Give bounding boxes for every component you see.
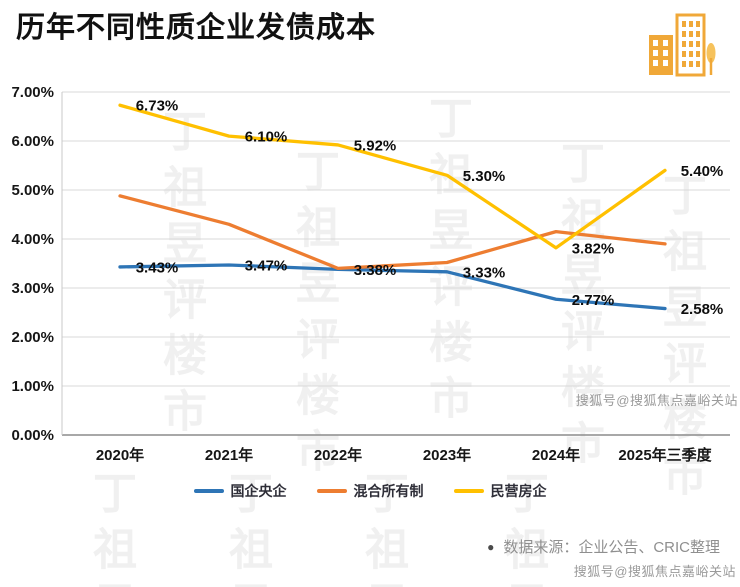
data-label: 3.43%: [136, 259, 179, 276]
legend-label: 国企央企: [230, 483, 287, 499]
data-label: 6.10%: [245, 129, 288, 146]
legend-item-1: 混合所有制: [316, 481, 424, 501]
legend-line-icon: [193, 489, 224, 493]
y-tick-label: 7.00%: [11, 84, 54, 101]
data-label: 3.38%: [354, 262, 397, 279]
y-tick-label: 1.00%: [11, 378, 54, 395]
legend-label: 混合所有制: [353, 483, 424, 499]
x-tick-label: 2022年: [314, 446, 362, 464]
data-label: 6.73%: [136, 98, 179, 115]
x-tick-label: 2025年三季度: [618, 446, 712, 464]
y-tick-label: 3.00%: [11, 280, 54, 297]
data-label: 2.77%: [572, 292, 615, 309]
buildings-icon: [644, 8, 718, 83]
bullet-icon: ●: [487, 539, 495, 554]
y-tick-label: 6.00%: [11, 133, 54, 150]
x-tick-label: 2020年: [96, 446, 144, 464]
series-line-0: [118, 263, 667, 311]
page-title: 历年不同性质企业发债成本: [16, 12, 377, 44]
source-text: 数据来源：企业公告、CRIC整理: [503, 539, 720, 556]
x-tick-label: 2021年: [205, 446, 253, 464]
line-chart: 0.00% 1.00% 2.00% 3.00% 4.00% 5.00% 6.00% 7.00%…: [0, 80, 740, 480]
data-label: 3.82%: [572, 240, 615, 257]
chart-legend: 国企央企 混合所有制 民营房企: [0, 481, 740, 501]
y-tick-label: 2.00%: [11, 329, 54, 346]
data-label: 3.33%: [463, 264, 506, 281]
x-tick-label: 2023年: [423, 446, 471, 464]
data-label: 2.58%: [681, 301, 724, 318]
legend-item-0: 国企央企: [193, 481, 287, 501]
data-label: 5.92%: [354, 137, 397, 154]
data-source: ● 数据来源：企业公告、CRIC整理: [487, 536, 720, 557]
series-line-2: [118, 103, 667, 250]
x-tick-label: 2024年: [532, 446, 580, 464]
legend-item-2: 民营房企: [453, 481, 547, 501]
data-label: 5.40%: [681, 163, 724, 180]
brand-watermark: 搜狐号@搜狐焦点嘉峪关站: [573, 564, 736, 579]
y-tick-label: 5.00%: [11, 182, 54, 199]
legend-label: 民营房企: [490, 483, 547, 499]
header: 历年不同性质企业发债成本: [16, 10, 376, 48]
y-tick-label: 0.00%: [11, 427, 54, 444]
data-label: 3.47%: [245, 257, 288, 274]
y-tick-label: 4.00%: [11, 231, 54, 248]
legend-line-icon: [316, 489, 347, 493]
data-label: 5.30%: [463, 168, 506, 185]
series-line-1: [118, 194, 667, 271]
legend-line-icon: [453, 489, 484, 493]
